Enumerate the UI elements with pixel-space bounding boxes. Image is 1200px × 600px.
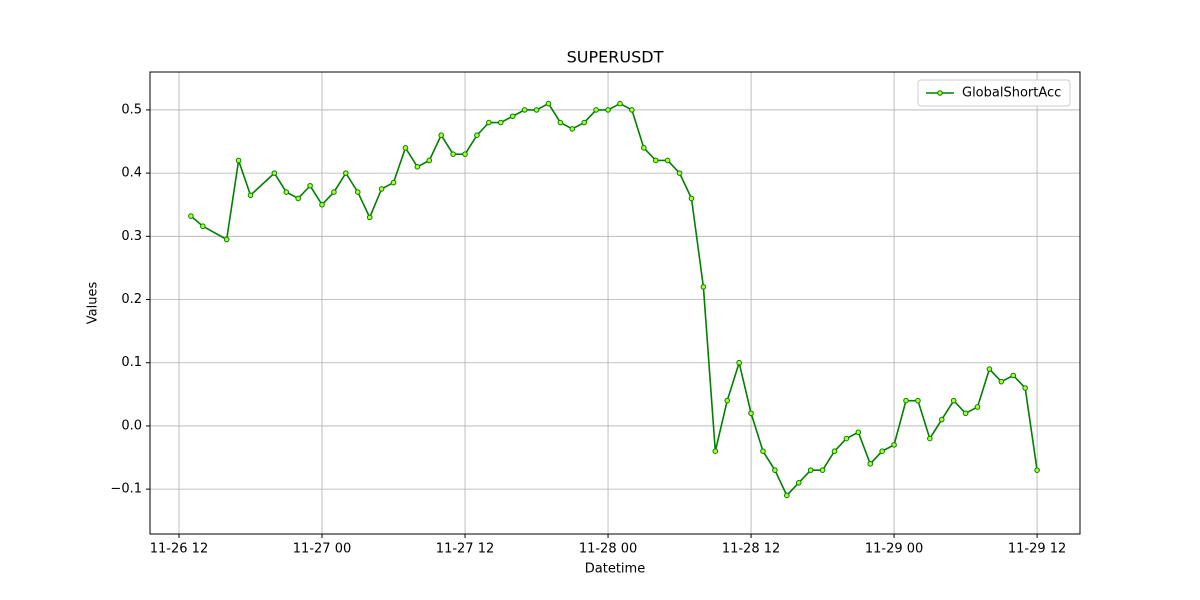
data-point <box>819 467 826 473</box>
data-point <box>223 236 230 243</box>
data-point <box>331 189 337 195</box>
data-point <box>903 397 909 404</box>
data-point <box>772 467 778 473</box>
x-tick-label: 11-28 12 <box>722 542 780 557</box>
data-point <box>879 448 885 455</box>
data-point <box>712 448 719 455</box>
data-point <box>462 151 468 157</box>
data-point <box>497 119 504 126</box>
data-point <box>295 195 301 202</box>
data-point <box>402 145 409 151</box>
data-point <box>235 157 242 164</box>
x-tick-label: 11-26 12 <box>150 542 208 557</box>
data-point <box>307 182 313 189</box>
data-point <box>998 378 1005 385</box>
data-point <box>700 284 707 290</box>
y-tick-label: 0.1 <box>121 355 142 370</box>
data-point <box>652 157 659 164</box>
data-point <box>438 132 444 139</box>
legend-label: GlobalShortAcc <box>962 86 1061 101</box>
data-point <box>450 151 456 157</box>
data-point <box>486 119 492 126</box>
data-point <box>795 480 802 486</box>
data-point <box>1022 385 1028 391</box>
y-tick-label: 0.2 <box>121 292 142 307</box>
x-axis-label: Datetime <box>585 562 645 577</box>
data-point <box>354 189 361 195</box>
x-tick-label: 11-29 00 <box>865 542 923 557</box>
data-point <box>521 107 528 113</box>
data-point <box>641 145 647 151</box>
data-point <box>426 157 433 164</box>
data-point <box>509 113 516 120</box>
data-point <box>343 170 349 176</box>
data-point <box>736 359 742 366</box>
y-tick-label: 0.3 <box>121 229 142 244</box>
data-point <box>688 195 695 202</box>
legend-box <box>917 79 1071 107</box>
data-point <box>676 170 683 176</box>
data-point <box>831 448 838 455</box>
data-point <box>319 201 325 208</box>
data-point <box>724 397 731 404</box>
chart-title: SUPERUSDT <box>567 48 664 67</box>
data-point <box>664 157 671 164</box>
y-tick-label: 0.5 <box>121 102 142 117</box>
data-point <box>1034 467 1040 473</box>
data-point <box>366 214 373 221</box>
legend-marker <box>937 90 943 96</box>
data-point <box>247 192 254 199</box>
data-point <box>1010 372 1017 379</box>
data-point <box>533 107 540 113</box>
data-point <box>378 186 385 192</box>
y-tick-label: 0.0 <box>121 418 142 433</box>
y-tick-label: −0.1 <box>110 482 142 497</box>
data-point <box>748 410 754 417</box>
x-tick-label: 11-28 00 <box>579 542 637 557</box>
data-point <box>807 467 814 473</box>
data-point <box>390 179 397 186</box>
x-tick-label: 11-29 12 <box>1008 542 1066 557</box>
data-point <box>557 119 564 126</box>
data-point <box>629 107 635 113</box>
data-point <box>593 107 599 113</box>
data-point <box>986 366 993 372</box>
plot-frame <box>149 71 1081 535</box>
data-point <box>867 461 874 467</box>
y-axis-label: Values <box>86 282 101 325</box>
data-point <box>784 492 790 499</box>
data-point <box>605 107 611 113</box>
data-point <box>891 442 897 448</box>
data-point <box>200 223 206 230</box>
data-point <box>843 435 850 442</box>
y-tick-label: 0.4 <box>121 166 142 181</box>
data-point <box>760 448 766 455</box>
data-point <box>938 416 945 423</box>
data-point <box>569 126 576 132</box>
data-point <box>915 397 921 404</box>
data-point <box>927 435 933 442</box>
data-point <box>962 410 969 417</box>
data-point <box>581 119 588 126</box>
data-point <box>974 404 981 410</box>
data-point <box>855 429 862 436</box>
data-point <box>950 397 957 404</box>
data-line <box>190 102 1038 497</box>
data-point <box>474 132 480 139</box>
data-point <box>545 100 552 107</box>
data-point <box>414 164 421 170</box>
x-tick-label: 11-27 12 <box>436 542 494 557</box>
data-point <box>617 100 623 107</box>
x-tick-label: 11-27 00 <box>293 542 351 557</box>
data-point <box>283 189 290 195</box>
data-point <box>271 170 278 176</box>
data-point <box>188 213 194 219</box>
